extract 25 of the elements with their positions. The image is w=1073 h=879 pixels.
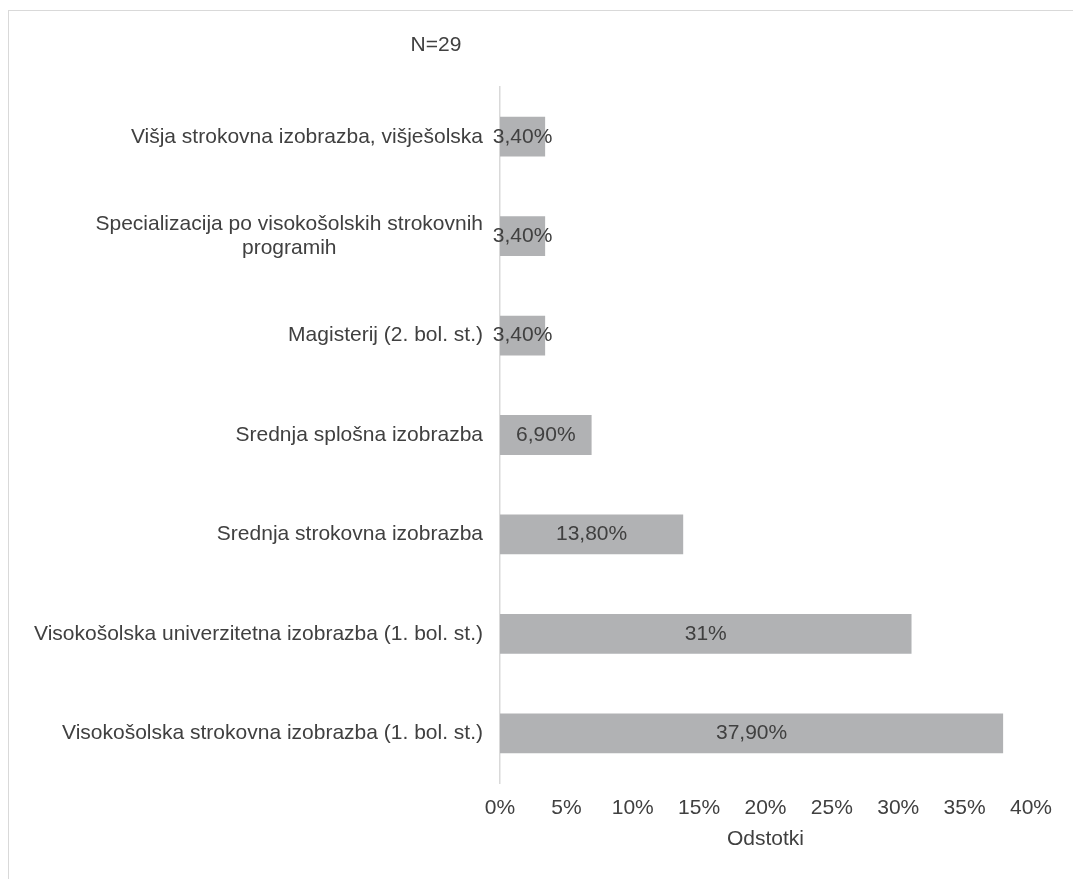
x-tick-label: 5% [551, 795, 582, 819]
x-tick-label: 10% [611, 795, 654, 819]
y-tick-label: Visokošolska strokovna izobrazba (1. bol. st.) [62, 720, 484, 744]
x-tick-label: 20% [744, 795, 787, 819]
x-tick-label: 40% [1009, 795, 1053, 819]
y-tick-label: Visokošolska univerzitetna izobrazba (1. bol. st.) [34, 620, 483, 644]
x-tick-label: 25% [810, 795, 853, 819]
data-label: 31% [684, 620, 727, 644]
y-tick-label: Srednja strokovna izobrazba [216, 521, 484, 545]
y-tick-label: Magisterij (2. bol. st.) [288, 322, 483, 346]
bar [500, 514, 684, 555]
y-tick-label: Srednja splošna izobrazba [235, 421, 484, 445]
bar [500, 613, 912, 654]
bar [500, 713, 1004, 754]
data-label: 6,90% [516, 421, 576, 445]
chart-title: N=29 [410, 31, 462, 55]
data-label: 13,80% [555, 521, 628, 545]
y-tick-label: Višja strokovna izobrazba, višješolska [130, 123, 484, 147]
data-label: 37,90% [715, 720, 788, 744]
x-tick-label: 30% [877, 795, 920, 819]
x-tick-label: 0% [484, 795, 516, 819]
x-axis-title: Odstotki [726, 826, 805, 850]
x-tick-label: 15% [678, 795, 721, 819]
y-tick-label: Specializacija po visokošolskih strokovnih programih [95, 210, 483, 258]
x-tick-label: 35% [943, 795, 986, 819]
